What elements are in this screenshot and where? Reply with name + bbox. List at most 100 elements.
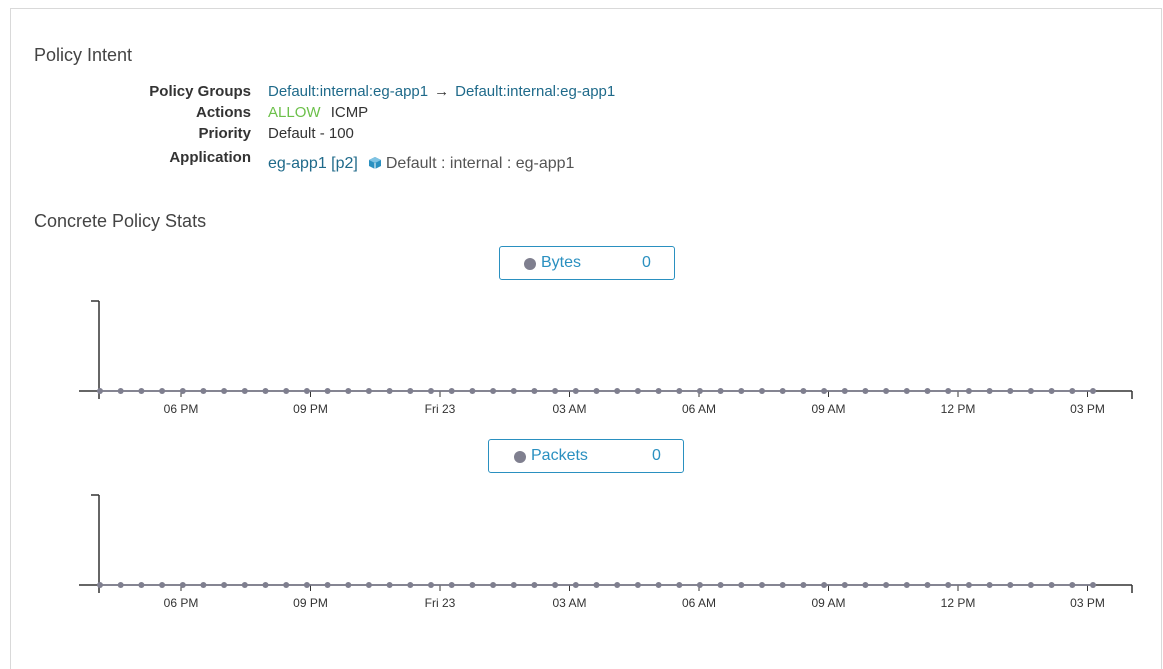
bytes-data-point bbox=[428, 388, 434, 394]
x-tick-label: 03 AM bbox=[552, 596, 586, 610]
bytes-data-point bbox=[800, 388, 807, 394]
bytes-data-point bbox=[386, 388, 393, 394]
policy-groups-value: Default:internal:eg-app1 → Default:interna… bbox=[268, 83, 615, 100]
packets-data-point bbox=[800, 582, 807, 588]
bytes-data-point bbox=[738, 388, 745, 394]
application-row: Application bbox=[11, 149, 251, 171]
bytes-data-point bbox=[655, 388, 662, 394]
actions-row: Actions bbox=[11, 104, 251, 126]
x-tick-label: 03 PM bbox=[1070, 402, 1105, 416]
bytes-legend-value: 0 bbox=[642, 254, 651, 271]
bytes-data-point bbox=[138, 388, 145, 394]
packets-data-point bbox=[531, 582, 538, 588]
packets-data-point bbox=[490, 582, 497, 588]
packets-data-point bbox=[324, 582, 331, 588]
bytes-data-point bbox=[779, 388, 786, 394]
packets-legend[interactable]: Packets 0 bbox=[488, 439, 684, 473]
bytes-data-point bbox=[1048, 388, 1055, 394]
bytes-data-point bbox=[903, 388, 910, 394]
application-link[interactable]: eg-app1 [p2] bbox=[268, 155, 358, 172]
packets-data-point bbox=[717, 582, 724, 588]
packets-data-point bbox=[221, 582, 228, 588]
packets-data-point bbox=[1007, 582, 1014, 588]
packets-data-point bbox=[303, 582, 310, 588]
packets-data-point bbox=[883, 582, 890, 588]
packets-data-point bbox=[552, 582, 559, 588]
packets-legend-value: 0 bbox=[652, 447, 661, 464]
bytes-data-point bbox=[986, 388, 993, 394]
packets-data-point bbox=[572, 582, 579, 588]
packets-data-point bbox=[365, 582, 372, 588]
packets-data-point bbox=[283, 582, 290, 588]
protocol-text: ICMP bbox=[330, 104, 369, 121]
policy-intent-title: Policy Intent bbox=[34, 45, 133, 65]
x-tick-label: 12 PM bbox=[941, 402, 976, 416]
packets-data-point bbox=[655, 582, 662, 588]
bytes-data-point bbox=[241, 388, 248, 394]
packets-data-point bbox=[841, 582, 848, 588]
packets-data-point bbox=[986, 582, 993, 588]
packets-data-point bbox=[614, 582, 621, 588]
bytes-data-point bbox=[696, 388, 703, 394]
bytes-data-point bbox=[717, 388, 724, 394]
bytes-data-point bbox=[841, 388, 848, 394]
packets-data-point bbox=[1090, 582, 1096, 588]
bytes-data-point bbox=[1069, 388, 1076, 394]
packets-data-point bbox=[469, 582, 476, 588]
packets-data-point bbox=[428, 582, 434, 588]
source-epg-link[interactable]: Default:internal:eg-app1 bbox=[268, 83, 429, 100]
packets-data-point bbox=[97, 582, 103, 588]
packets-data-point bbox=[117, 582, 124, 588]
application-value: eg-app1 [p2] Default : internal : eg-app1 bbox=[268, 155, 574, 175]
packets-data-point bbox=[262, 582, 269, 588]
bytes-data-point bbox=[179, 388, 186, 394]
policy-groups-label: Policy Groups bbox=[149, 83, 251, 100]
bytes-data-point bbox=[1090, 388, 1096, 394]
action-badge: ALLOW bbox=[268, 104, 321, 121]
bytes-data-point bbox=[759, 388, 765, 394]
bytes-data-point bbox=[945, 388, 952, 394]
series-dot-icon bbox=[524, 258, 536, 270]
packets-data-point bbox=[448, 582, 455, 588]
bytes-data-point bbox=[821, 388, 828, 394]
bytes-chart: 06 PM 09 PM Fri 23 03 AM 06 AM 09 AM 12 PM 03 P… bbox=[79, 300, 1133, 416]
packets-data-point bbox=[821, 582, 828, 588]
bytes-data-point bbox=[1007, 388, 1014, 394]
x-tick-label: 06 PM bbox=[164, 402, 199, 416]
packets-data-point bbox=[759, 582, 765, 588]
policy-details-panel: Policy Intent Policy Groups Default:inte… bbox=[10, 8, 1162, 669]
bytes-legend[interactable]: Bytes 0 bbox=[499, 246, 675, 280]
packets-data-point bbox=[386, 582, 393, 588]
actions-value: ALLOW ICMP bbox=[268, 104, 368, 121]
bytes-data-point bbox=[862, 388, 869, 394]
series-dot-icon bbox=[514, 451, 526, 463]
priority-value: Default - 100 bbox=[268, 125, 354, 142]
bytes-legend-label: Bytes bbox=[541, 254, 582, 271]
packets-data-point bbox=[159, 582, 166, 588]
bytes-data-point bbox=[283, 388, 290, 394]
x-tick-label: 06 AM bbox=[682, 596, 716, 610]
packets-data-point bbox=[138, 582, 145, 588]
bytes-data-point bbox=[676, 388, 683, 394]
policy-groups-row: Policy Groups bbox=[11, 83, 251, 105]
packets-chart: 06 PM 09 PM Fri 23 03 AM 06 AM 09 AM 12 PM 03 P… bbox=[79, 494, 1133, 610]
packets-data-point bbox=[779, 582, 786, 588]
bytes-data-point bbox=[531, 388, 538, 394]
destination-epg-link[interactable]: Default:internal:eg-app1 bbox=[455, 83, 616, 100]
bytes-data-point bbox=[1027, 388, 1034, 394]
x-tick-label: 09 AM bbox=[811, 596, 845, 610]
packets-data-point bbox=[676, 582, 683, 588]
priority-row: Priority bbox=[11, 125, 251, 147]
packets-data-point bbox=[738, 582, 745, 588]
bytes-data-point bbox=[510, 388, 517, 394]
packets-data-point bbox=[510, 582, 517, 588]
packets-data-point bbox=[200, 582, 207, 588]
bytes-data-point bbox=[634, 388, 641, 394]
application-path[interactable]: Default : internal : eg-app1 bbox=[385, 155, 575, 172]
x-tick-label: 03 PM bbox=[1070, 596, 1105, 610]
bytes-data-point bbox=[117, 388, 124, 394]
packets-data-point bbox=[1069, 582, 1076, 588]
packets-data-point bbox=[407, 582, 414, 588]
bytes-data-point bbox=[572, 388, 579, 394]
packets-legend-label: Packets bbox=[531, 447, 588, 464]
